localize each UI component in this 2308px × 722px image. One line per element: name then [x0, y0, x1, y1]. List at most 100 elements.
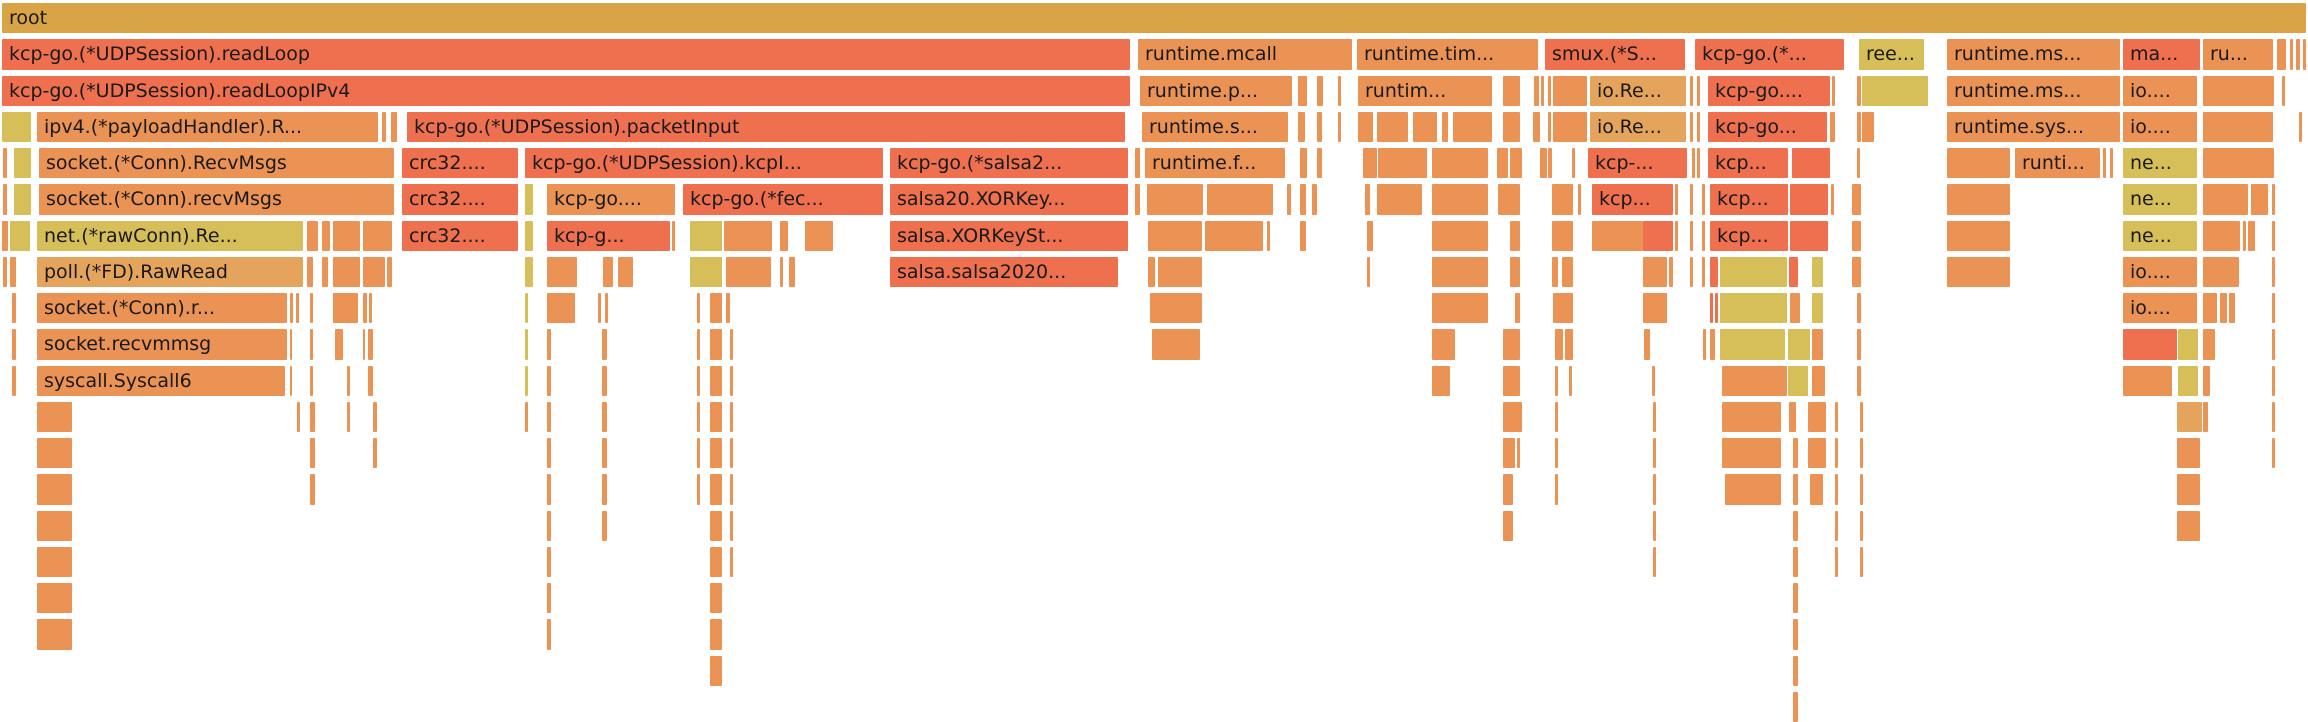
flame-frame[interactable]	[1722, 401, 1781, 433]
flame-frame[interactable]	[710, 474, 722, 505]
flame-frame[interactable]	[1793, 691, 1798, 722]
flame-frame[interactable]	[1703, 329, 1706, 360]
flame-frame[interactable]	[1312, 184, 1317, 215]
flame-frame[interactable]	[1510, 220, 1520, 251]
flame-frame[interactable]	[2299, 111, 2302, 143]
flame-frame[interactable]	[1150, 293, 1202, 324]
flame-frame[interactable]	[1152, 329, 1200, 360]
flame-frame[interactable]	[1653, 438, 1656, 469]
flame-frame[interactable]	[1363, 148, 1377, 179]
flame-frame-kcp-go-udpsession-readloop[interactable]: kcp-go.(*UDPSession).readLoop	[2, 39, 1130, 70]
flame-frame[interactable]	[37, 438, 72, 469]
flame-frame[interactable]	[2272, 365, 2275, 396]
flame-frame-runtime-sys[interactable]: runtime.sys...	[1947, 111, 2120, 143]
flame-frame[interactable]	[602, 365, 607, 396]
flame-frame[interactable]	[1862, 111, 1874, 143]
flame-frame[interactable]	[1830, 111, 1835, 143]
flame-frame[interactable]	[1790, 293, 1800, 324]
flame-frame-ru[interactable]: ru...	[2203, 39, 2273, 70]
flame-frame[interactable]	[37, 510, 72, 541]
flame-frame-kcp-go[interactable]: kcp-go.(*...	[1695, 39, 1844, 70]
flame-frame[interactable]	[3, 256, 7, 288]
flame-frame[interactable]	[1852, 184, 1861, 215]
flame-frame-salsa20-xorkey[interactable]: salsa20.XORKey...	[890, 184, 1128, 215]
flame-frame[interactable]	[1720, 256, 1787, 288]
flame-frame[interactable]	[547, 546, 551, 578]
flame-frame[interactable]	[1852, 220, 1861, 251]
flame-frame-kcp-go[interactable]: kcp-go....	[1708, 75, 1830, 106]
flame-frame[interactable]	[1835, 401, 1838, 433]
flame-frame[interactable]	[1541, 75, 1544, 106]
flame-frame-runtim[interactable]: runtim...	[1358, 75, 1492, 106]
flame-frame[interactable]	[347, 365, 350, 396]
flame-frame[interactable]	[1503, 75, 1520, 106]
flame-frame[interactable]	[1675, 184, 1678, 215]
flame-frame[interactable]	[2177, 510, 2200, 541]
flame-frame[interactable]	[1555, 365, 1558, 396]
flame-frame[interactable]	[335, 329, 343, 360]
flame-frame[interactable]	[602, 329, 607, 360]
flame-frame[interactable]	[525, 293, 528, 324]
flame-frame[interactable]	[1378, 148, 1427, 179]
flame-frame[interactable]	[1643, 256, 1667, 288]
flame-frame[interactable]	[730, 401, 733, 433]
flame-frame[interactable]	[1793, 546, 1798, 578]
flame-frame[interactable]	[547, 474, 551, 505]
flame-frame[interactable]	[1812, 256, 1823, 288]
flame-frame[interactable]	[1715, 293, 1718, 324]
flame-frame[interactable]	[10, 256, 16, 288]
flame-frame[interactable]	[1147, 184, 1203, 215]
flame-frame[interactable]	[12, 365, 16, 396]
flame-frame[interactable]	[1947, 256, 2010, 288]
flame-frame-kcp-go-udpsession-kcpi[interactable]: kcp-go.(*UDPSession).kcpI...	[525, 148, 883, 179]
flame-frame[interactable]	[368, 365, 373, 396]
flame-frame[interactable]	[322, 256, 328, 288]
flame-frame[interactable]	[1553, 75, 1587, 106]
flame-frame-runtime-f[interactable]: runtime.f...	[1145, 148, 1285, 179]
flame-frame[interactable]	[1358, 111, 1373, 143]
flame-frame[interactable]	[310, 293, 313, 324]
flame-frame[interactable]	[1862, 75, 1928, 106]
flame-frame[interactable]	[1857, 75, 1861, 106]
flame-frame[interactable]	[2251, 184, 2268, 215]
flame-frame[interactable]	[1592, 220, 1643, 251]
flame-frame[interactable]	[37, 546, 72, 578]
flame-frame[interactable]	[1287, 184, 1291, 215]
flame-frame-runtime-tim[interactable]: runtime.tim...	[1357, 39, 1538, 70]
flame-frame[interactable]	[387, 256, 392, 288]
flame-frame[interactable]	[1515, 293, 1520, 324]
flame-frame-kcp[interactable]: kcp...	[1592, 184, 1673, 215]
flame-frame[interactable]	[1533, 111, 1540, 143]
flame-frame[interactable]	[1432, 184, 1488, 215]
flame-frame-io[interactable]: io....	[2123, 256, 2197, 288]
flame-frame[interactable]	[710, 293, 722, 324]
flame-frame[interactable]	[1317, 111, 1322, 143]
flame-frame[interactable]	[333, 293, 358, 324]
flame-frame[interactable]	[1644, 329, 1650, 360]
flame-frame[interactable]	[3, 148, 7, 179]
flame-frame[interactable]	[1725, 474, 1781, 505]
flame-frame[interactable]	[2290, 39, 2293, 70]
flame-frame[interactable]	[2203, 220, 2240, 251]
flame-frame[interactable]	[1690, 75, 1693, 106]
flame-frame[interactable]	[598, 293, 601, 324]
flame-frame[interactable]	[1710, 329, 1715, 360]
flame-frame[interactable]	[1503, 510, 1513, 541]
flame-frame[interactable]	[1503, 111, 1520, 143]
flame-frame[interactable]	[2203, 256, 2239, 288]
flame-frame[interactable]	[780, 220, 788, 251]
flame-frame[interactable]	[307, 220, 318, 251]
flame-frame[interactable]	[1317, 148, 1322, 179]
flame-frame[interactable]	[363, 220, 392, 251]
flame-frame[interactable]	[1702, 184, 1705, 215]
flame-frame-ipv4-payloadhandler-r[interactable]: ipv4.(*payloadHandler).R...	[37, 111, 378, 143]
flame-frame[interactable]	[1857, 111, 1861, 143]
flame-frame[interactable]	[1832, 75, 1835, 106]
flame-frame[interactable]	[602, 438, 607, 469]
flame-frame[interactable]	[525, 401, 528, 433]
flame-frame[interactable]	[1503, 401, 1522, 433]
flame-frame-io[interactable]: io....	[2123, 75, 2197, 106]
flame-frame[interactable]	[1569, 365, 1572, 396]
flame-frame[interactable]	[2303, 39, 2306, 70]
flame-frame[interactable]	[1857, 365, 1861, 396]
